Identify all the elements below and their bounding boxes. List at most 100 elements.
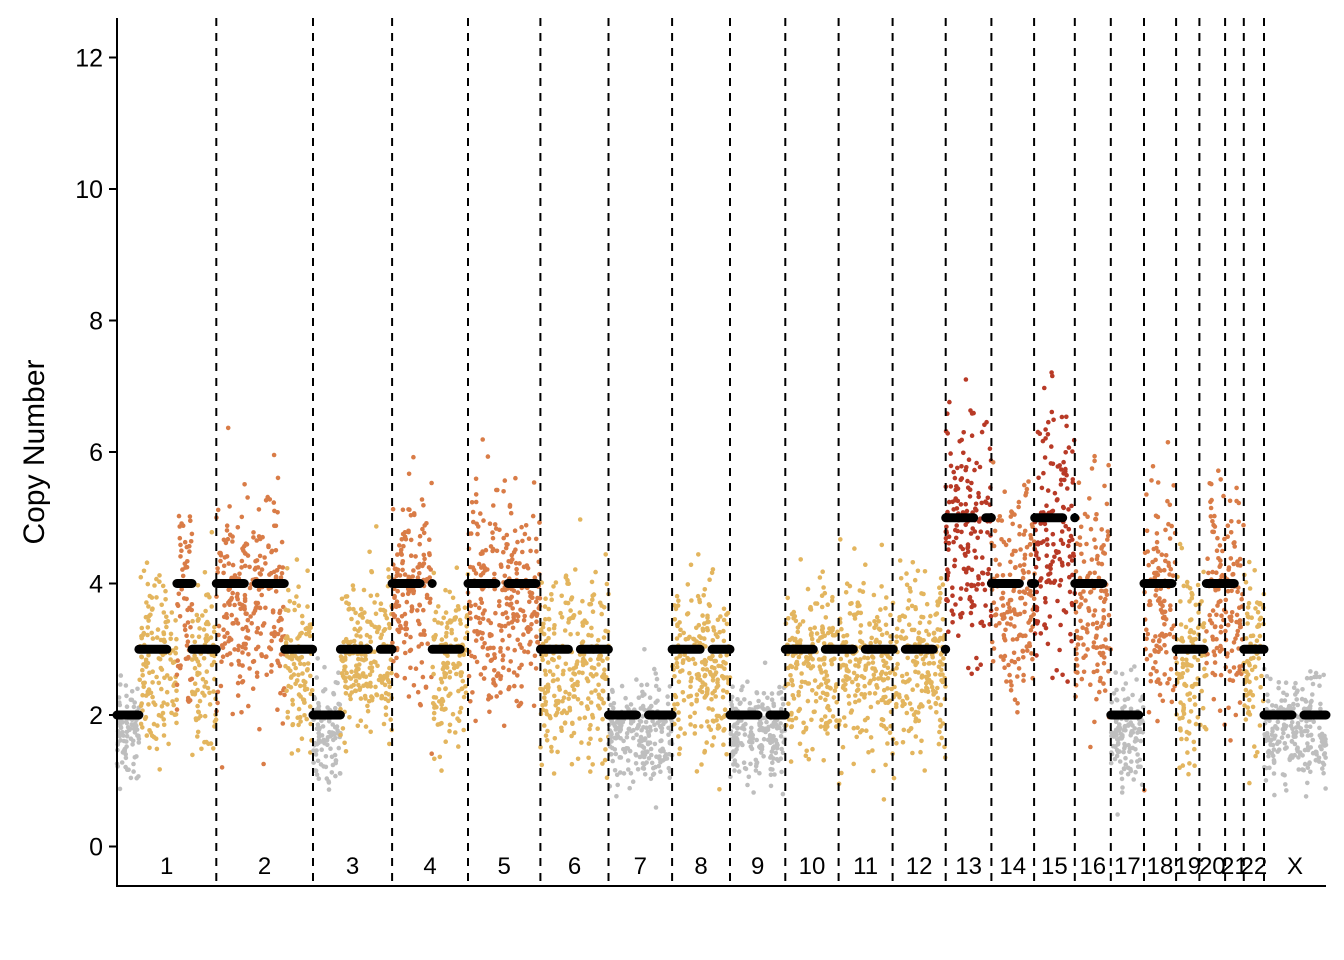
- data-point: [1033, 553, 1039, 558]
- data-point: [810, 746, 815, 752]
- data-point: [387, 684, 393, 690]
- data-point: [1102, 551, 1108, 556]
- data-point: [611, 705, 616, 711]
- data-point: [1291, 706, 1296, 711]
- data-point: [543, 672, 549, 677]
- data-point: [994, 606, 999, 612]
- data-point: [915, 683, 920, 688]
- data-point: [287, 599, 293, 604]
- data-point: [1021, 678, 1026, 683]
- data-point: [316, 776, 322, 781]
- data-point: [358, 696, 364, 701]
- data-point: [630, 779, 636, 784]
- data-point: [386, 567, 391, 572]
- data-point: [473, 718, 478, 724]
- data-point: [1068, 533, 1074, 539]
- data-point: [937, 729, 942, 735]
- data-point: [1160, 615, 1166, 621]
- data-point: [965, 545, 970, 551]
- data-point: [515, 590, 521, 595]
- data-point: [480, 437, 486, 442]
- data-point: [456, 744, 461, 749]
- data-point: [218, 683, 224, 689]
- data-point: [473, 571, 479, 576]
- data-point: [543, 699, 549, 705]
- data-point: [842, 687, 848, 692]
- data-point: [548, 715, 553, 721]
- data-point: [958, 544, 963, 549]
- data-point: [571, 671, 576, 676]
- data-point: [1024, 586, 1030, 591]
- data-point: [396, 619, 402, 624]
- data-point: [1031, 612, 1036, 617]
- data-point: [298, 719, 303, 724]
- data-point: [1244, 674, 1249, 680]
- data-point: [984, 419, 989, 425]
- data-point: [179, 587, 184, 592]
- data-point: [168, 676, 173, 681]
- data-point: [1299, 732, 1305, 738]
- data-point: [965, 549, 971, 554]
- data-point: [1243, 687, 1249, 693]
- data-point: [487, 521, 493, 526]
- data-point: [1216, 468, 1221, 474]
- data-point: [1269, 732, 1275, 737]
- data-point: [551, 584, 556, 589]
- data-point: [195, 583, 201, 588]
- data-point: [1292, 741, 1298, 747]
- data-point: [336, 745, 342, 751]
- data-point: [1321, 762, 1327, 767]
- data-point: [528, 661, 534, 667]
- data-point: [160, 710, 166, 716]
- data-point: [239, 565, 244, 570]
- data-point: [550, 678, 556, 684]
- data-point: [149, 595, 155, 600]
- data-point: [588, 657, 593, 662]
- data-point: [590, 762, 595, 767]
- data-point: [1257, 633, 1263, 639]
- data-point: [1024, 490, 1029, 496]
- data-point: [326, 779, 331, 784]
- data-point: [1184, 736, 1189, 742]
- data-point: [128, 697, 134, 703]
- data-point: [278, 690, 283, 696]
- data-point: [823, 615, 829, 620]
- data-point: [937, 585, 942, 590]
- data-point: [879, 722, 884, 728]
- data-point: [596, 637, 601, 643]
- data-point: [987, 446, 993, 452]
- data-point: [604, 775, 610, 780]
- data-point: [856, 698, 862, 703]
- data-point: [568, 632, 573, 637]
- data-point: [724, 689, 730, 695]
- chromosome-label: 11: [853, 853, 878, 880]
- data-point: [232, 647, 237, 652]
- data-point: [1069, 503, 1074, 509]
- data-point: [230, 539, 235, 544]
- data-point: [979, 429, 985, 435]
- data-point: [237, 674, 243, 679]
- data-point: [198, 713, 203, 719]
- data-point: [1162, 642, 1167, 648]
- data-point: [975, 666, 980, 672]
- data-point: [704, 719, 710, 724]
- data-point: [395, 627, 400, 633]
- data-point: [921, 638, 926, 643]
- data-point: [419, 660, 425, 665]
- data-point: [819, 593, 825, 598]
- data-point: [706, 619, 711, 625]
- data-point: [1195, 582, 1201, 588]
- data-point: [884, 595, 889, 600]
- data-point: [342, 657, 348, 662]
- data-point: [952, 563, 957, 569]
- data-point: [534, 549, 539, 554]
- data-point: [745, 782, 750, 788]
- data-point: [182, 623, 188, 628]
- data-point: [1181, 583, 1187, 589]
- data-point: [491, 645, 496, 651]
- data-point: [980, 581, 985, 587]
- data-point: [1119, 736, 1124, 741]
- data-point: [127, 727, 132, 733]
- data-point: [780, 750, 786, 755]
- data-point: [922, 569, 928, 574]
